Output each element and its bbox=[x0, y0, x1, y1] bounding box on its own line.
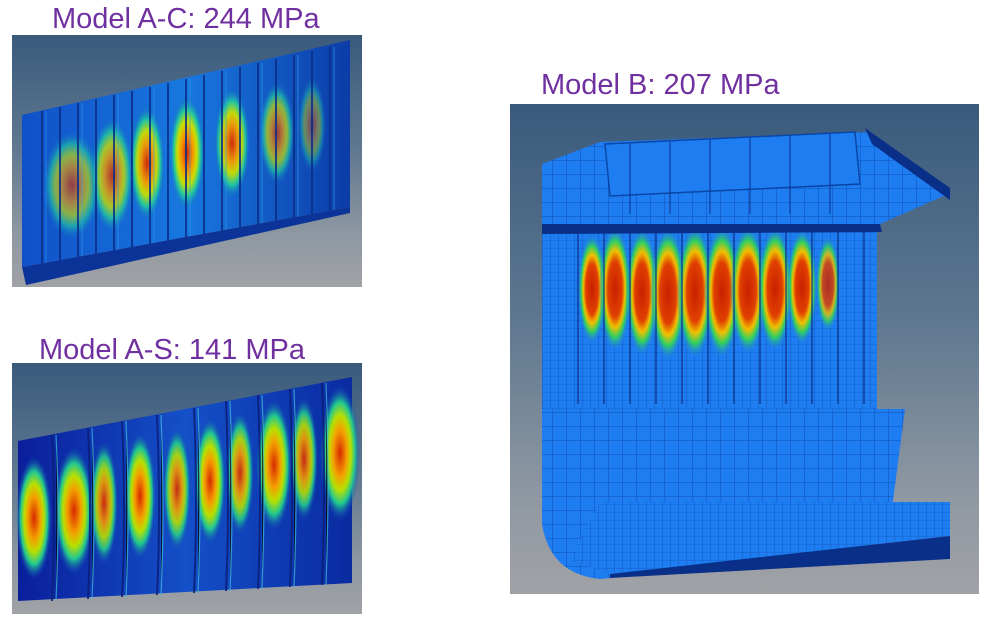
model-b-mesh bbox=[542, 128, 950, 579]
model-ac-title: Model A-C: 244 MPa bbox=[52, 3, 320, 35]
model-as-render bbox=[12, 363, 362, 614]
model-b-title: Model B: 207 MPa bbox=[541, 69, 780, 101]
model-as-title: Model A-S: 141 MPa bbox=[39, 334, 305, 366]
model-ac-render bbox=[12, 35, 362, 287]
model-as-mesh bbox=[16, 377, 360, 602]
stress-hotspots bbox=[578, 226, 840, 360]
model-b-render bbox=[510, 104, 979, 594]
model-ac-mesh bbox=[22, 40, 350, 285]
